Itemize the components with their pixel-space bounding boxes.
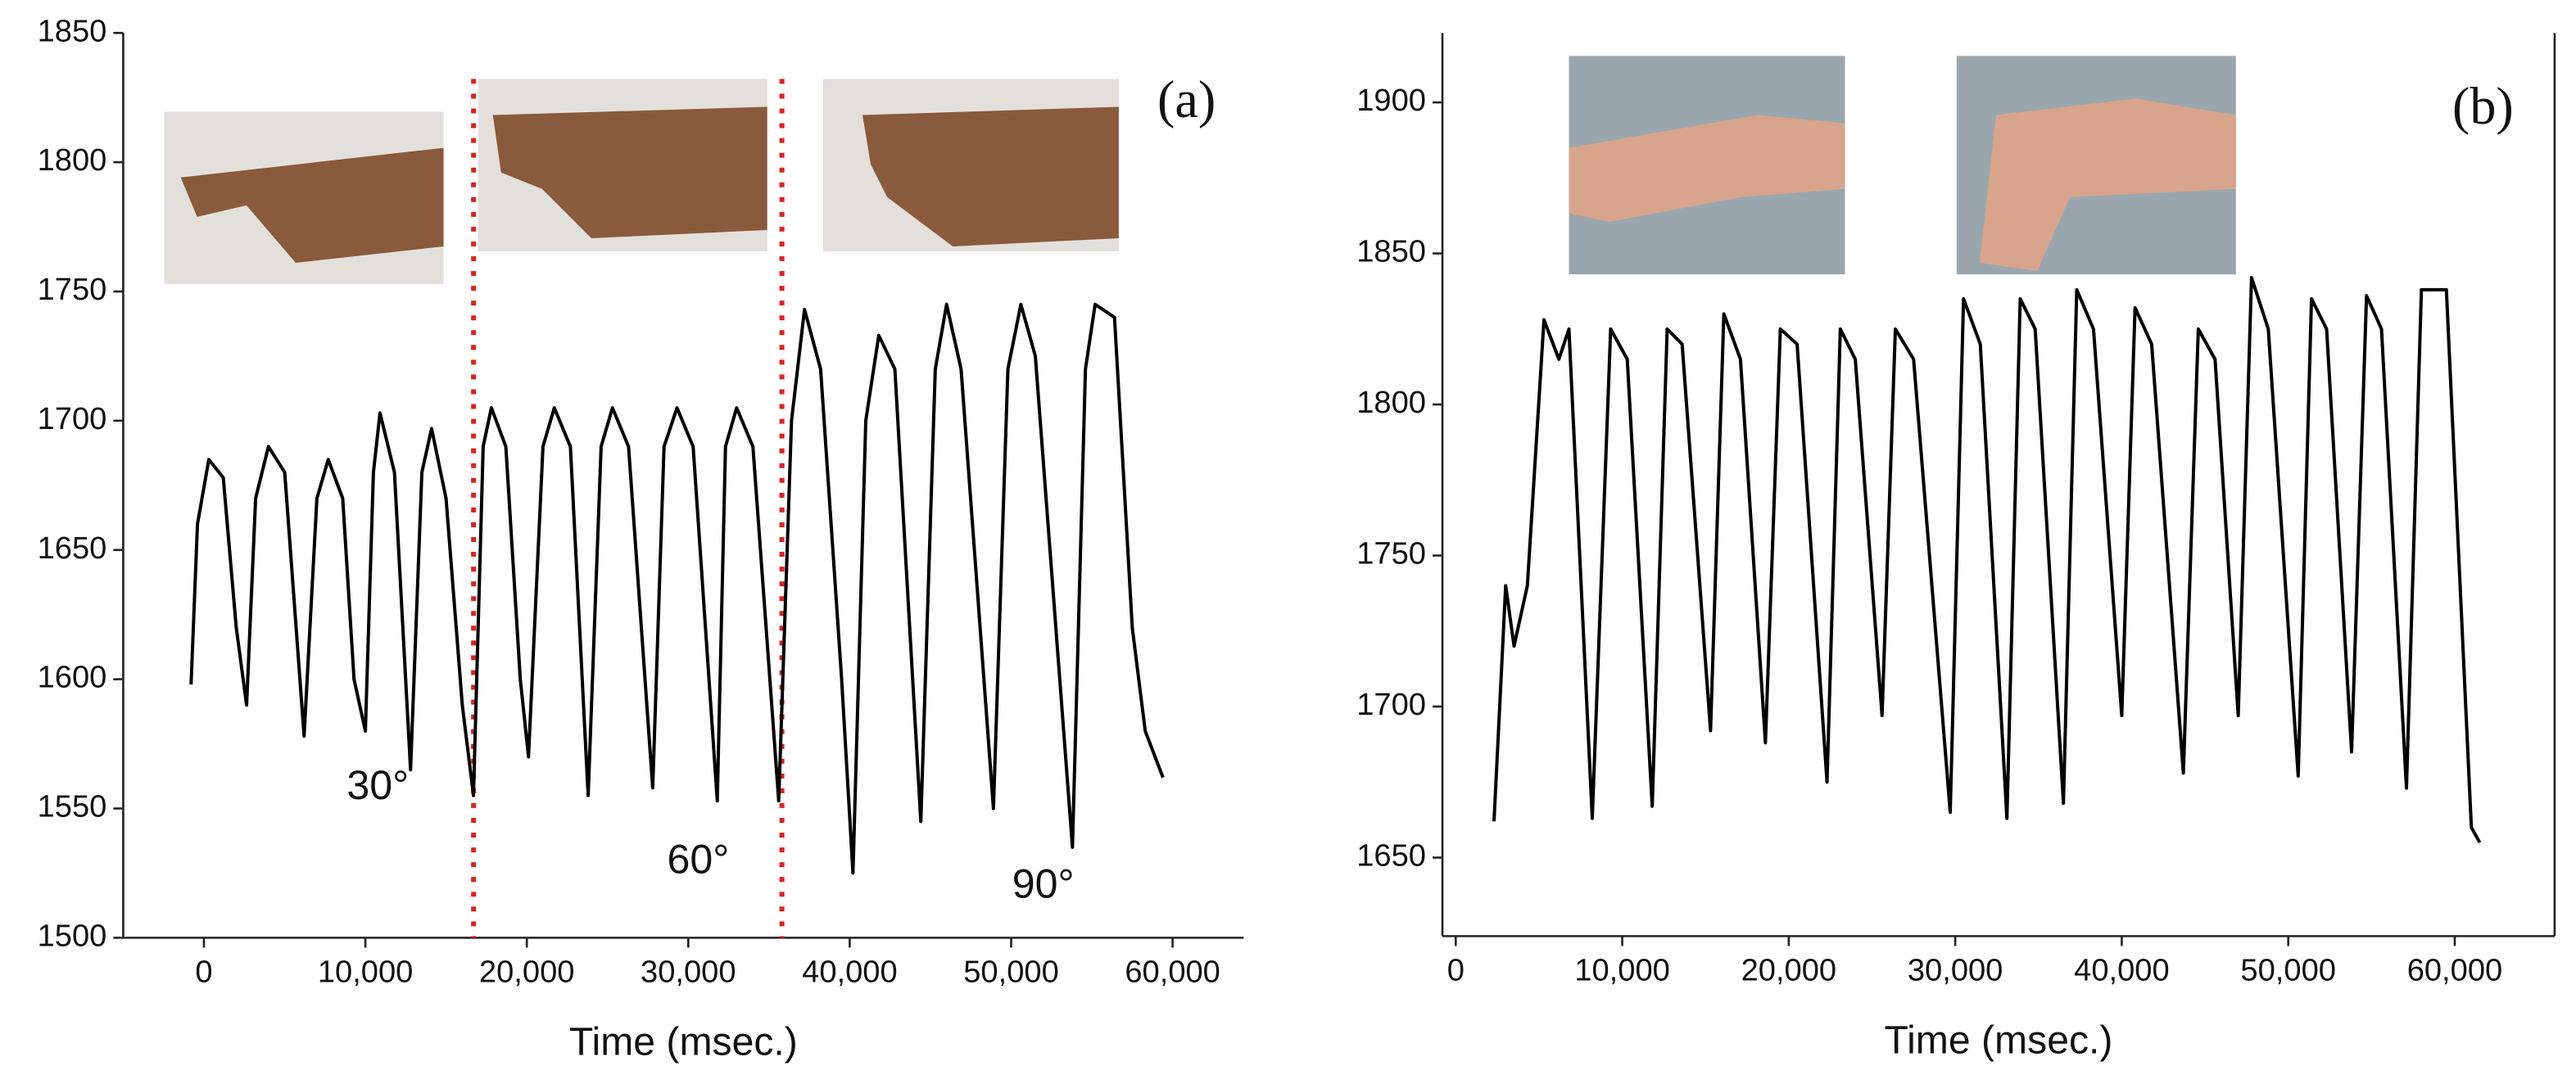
annotation: 60° (668, 836, 730, 882)
x-tick-label: 30,000 (641, 955, 736, 990)
y-tick-label: 1750 (38, 273, 107, 307)
photos (164, 56, 2236, 285)
y-tick-label: 1800 (1356, 386, 1426, 420)
x-tick-label: 30,000 (1908, 954, 2003, 988)
x-tick-label: 0 (195, 955, 212, 990)
y-tick-label: 1850 (38, 14, 107, 48)
photo-hand (1569, 115, 1845, 222)
data-line (1492, 276, 2482, 844)
data-line (189, 302, 1165, 875)
y-tick-label: 1700 (1356, 688, 1426, 722)
x-tick-label: 40,000 (2074, 954, 2170, 988)
photo-finger (180, 147, 444, 264)
x-tick-label: 10,000 (318, 955, 414, 990)
x-tick-label: 40,000 (802, 955, 898, 990)
y-tick-label: 1600 (38, 661, 107, 695)
y-tick-label: 1550 (38, 790, 107, 824)
x-tick-label: 20,000 (479, 955, 575, 990)
x-axis-title: Time (msec.) (1885, 1018, 2113, 1062)
y-tick-label: 1650 (38, 531, 107, 566)
x-tick-label: 50,000 (963, 955, 1059, 990)
y-tick-label: 1900 (1356, 84, 1426, 118)
x-tick-label: 0 (1447, 954, 1465, 988)
x-tick-label: 60,000 (2407, 954, 2503, 988)
panel-label: (b) (2452, 77, 2514, 135)
y-tick-label: 1750 (1356, 537, 1426, 571)
photo-finger (492, 106, 767, 238)
annotation: 90° (1012, 860, 1075, 906)
annotation: 30° (346, 762, 409, 808)
x-axis-title: Time (msec.) (569, 1019, 798, 1064)
x-tick-label: 60,000 (1125, 955, 1220, 990)
panel-label: (a) (1157, 70, 1216, 129)
x-tick-label: 10,000 (1574, 954, 1670, 988)
y-tick-label: 1800 (38, 143, 107, 178)
y-tick-label: 1500 (38, 919, 107, 953)
y-tick-label: 1700 (38, 402, 107, 436)
photo-hand (1979, 98, 2236, 272)
y-tick-label: 1650 (1356, 839, 1426, 874)
photo-finger (862, 106, 1119, 246)
y-tick-label: 1850 (1356, 235, 1426, 269)
x-tick-label: 20,000 (1741, 954, 1837, 988)
x-tick-label: 50,000 (2240, 954, 2336, 988)
